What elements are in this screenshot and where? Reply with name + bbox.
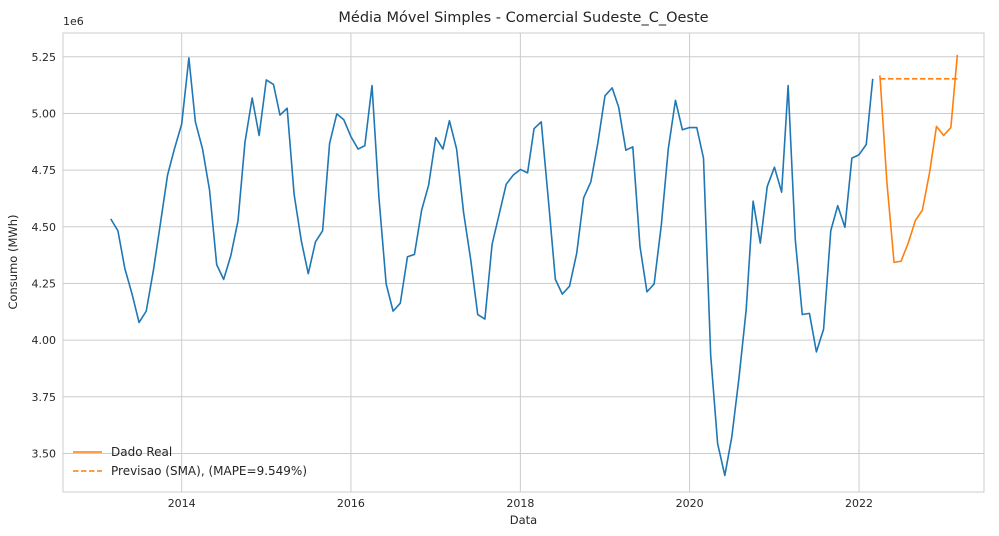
y-offset-text: 1e6 bbox=[63, 15, 84, 28]
x-tick-label: 2014 bbox=[168, 497, 196, 510]
x-axis-label: Data bbox=[510, 513, 537, 527]
plot-area bbox=[62, 32, 985, 493]
x-tick-label: 2020 bbox=[676, 497, 704, 510]
y-axis-label: Consumo (MWh) bbox=[6, 214, 20, 309]
y-tick-label: 4.00 bbox=[32, 334, 57, 347]
legend: Dado Real Previsao (SMA), (MAPE=9.549%) bbox=[73, 445, 307, 478]
y-tick-label: 4.75 bbox=[32, 164, 57, 177]
x-tick-label: 2022 bbox=[845, 497, 873, 510]
y-tick-label: 5.00 bbox=[32, 107, 57, 120]
y-tick-label: 4.50 bbox=[32, 221, 57, 234]
y-tick-label: 5.25 bbox=[32, 51, 57, 64]
y-tick-label: 4.25 bbox=[32, 277, 57, 290]
chart-title: Média Móvel Simples - Comercial Sudeste_… bbox=[338, 10, 708, 26]
series-dado-real-line bbox=[879, 54, 959, 264]
x-tick-label: 2018 bbox=[506, 497, 534, 510]
y-tick-label: 3.50 bbox=[32, 447, 57, 460]
x-tick-label: 2016 bbox=[337, 497, 365, 510]
series-historical-line bbox=[110, 57, 874, 477]
series-lines bbox=[110, 54, 959, 477]
legend-label-dado-real: Dado Real bbox=[111, 445, 172, 459]
legend-label-previsao: Previsao (SMA), (MAPE=9.549%) bbox=[111, 464, 307, 478]
tick-labels: 3.50 3.75 4.00 4.25 4.50 4.75 5.00 5.25 2014 2016… bbox=[32, 51, 874, 510]
y-tick-label: 3.75 bbox=[32, 391, 57, 404]
